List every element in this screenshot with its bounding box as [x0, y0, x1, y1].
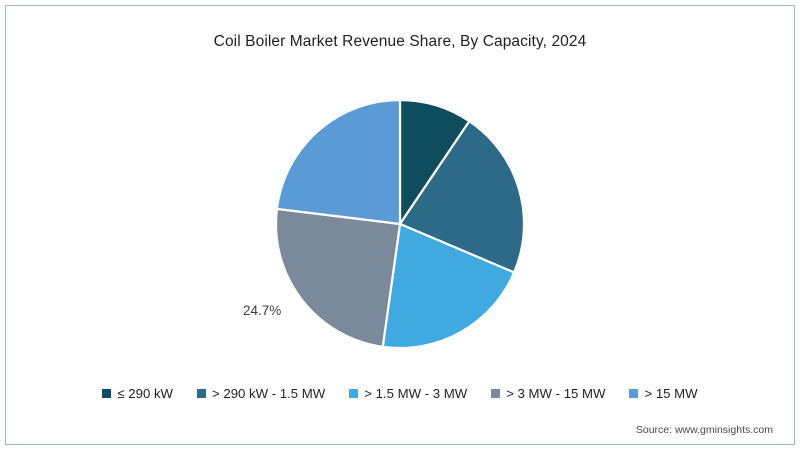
pie-chart-svg [274, 98, 526, 350]
pie-slice-group [274, 98, 526, 350]
legend-item-label: > 290 kW - 1.5 MW [212, 386, 326, 401]
legend-item-4[interactable]: > 15 MW [629, 386, 698, 401]
slice-data-label-3-mw-15-mw: 24.7% [243, 303, 282, 318]
legend-swatch-icon [629, 389, 639, 399]
pie-slice-3[interactable] [274, 207, 402, 348]
legend-swatch-icon [197, 389, 206, 399]
pie-slice-4[interactable] [275, 98, 402, 226]
legend-item-label: > 1.5 MW - 3 MW [364, 386, 468, 401]
legend-swatch-icon [491, 389, 501, 399]
legend-swatch-icon [102, 389, 112, 399]
pie-slice-1[interactable] [398, 120, 526, 274]
legend-swatch-icon [349, 389, 359, 399]
pie-slice-2[interactable] [381, 222, 516, 350]
pie-chart-area: 24.7% [243, 98, 526, 350]
legend-item-label: ≤ 290 kW [117, 386, 173, 401]
legend-item-3[interactable]: > 3 MW - 15 MW [491, 387, 605, 400]
chart-legend: ≤ 290 kW > 290 kW - 1.5 MW > 1.5 MW - 3 MW… [0, 387, 800, 400]
legend-item-0[interactable]: ≤ 290 kW [102, 387, 173, 400]
legend-item-label: > 15 MW [644, 386, 698, 401]
legend-item-2[interactable]: > 1.5 MW - 3 MW [349, 387, 467, 400]
legend-item-label: > 3 MW - 15 MW [506, 386, 606, 401]
legend-item-1[interactable]: > 290 kW - 1.5 MW [197, 387, 325, 400]
source-note: Source: www.gminsights.com [635, 424, 773, 436]
chart-title: Coil Boiler Market Revenue Share, By Cap… [213, 33, 587, 50]
